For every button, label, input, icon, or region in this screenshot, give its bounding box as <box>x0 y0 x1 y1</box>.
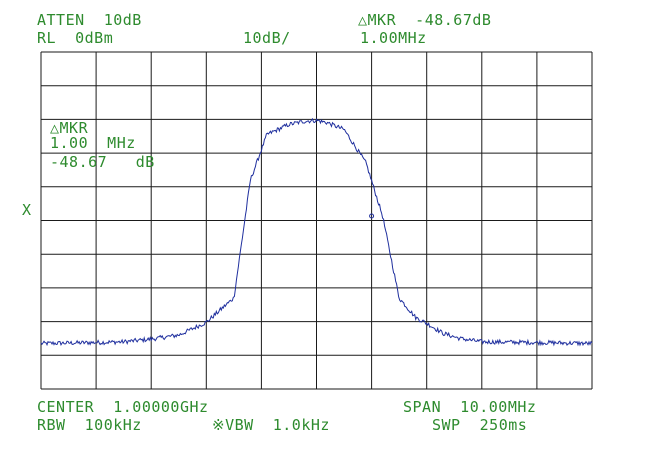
marker-dot <box>369 213 375 219</box>
graticule <box>40 51 593 390</box>
vbw-label: ※VBW 1.0kHz <box>212 416 330 434</box>
marker-point <box>369 213 375 219</box>
marker-box-level: -48.67 dB <box>50 153 155 171</box>
attenuation-label: ATTEN 10dB <box>37 11 142 29</box>
span-label: SPAN 10.00MHz <box>403 398 537 416</box>
reference-level-label: RL 0dBm <box>37 29 114 47</box>
marker-header-label: △MKR -48.67dB <box>358 11 492 29</box>
marker-header-freq: 1.00MHz <box>360 29 427 47</box>
side-marker-label: X <box>22 201 32 219</box>
rbw-label: RBW 100kHz <box>37 416 142 434</box>
sweep-time-label: SWP 250ms <box>432 416 528 434</box>
center-frequency-label: CENTER 1.00000GHz <box>37 398 209 416</box>
scale-label: 10dB/ <box>243 29 291 47</box>
marker-box-freq: 1.00 MHz <box>50 134 136 152</box>
marker-box-title: △MKR <box>50 119 89 137</box>
spectrum-trace <box>40 117 593 347</box>
